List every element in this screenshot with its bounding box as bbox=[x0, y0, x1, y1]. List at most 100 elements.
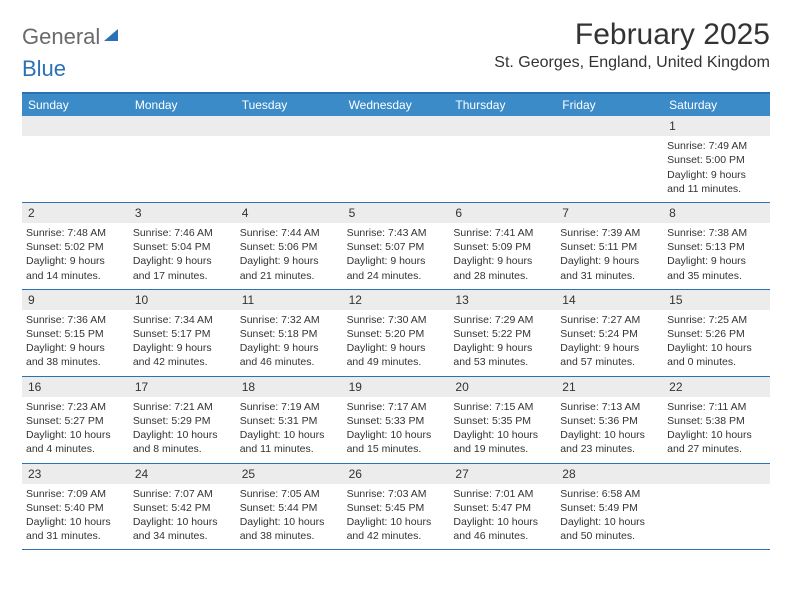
daylight1-text: Daylight: 9 hours bbox=[133, 254, 232, 268]
daylight2-text: and 38 minutes. bbox=[240, 529, 339, 543]
day-cell bbox=[556, 116, 663, 202]
daylight1-text: Daylight: 10 hours bbox=[133, 515, 232, 529]
sunset-text: Sunset: 5:38 PM bbox=[667, 414, 766, 428]
dayhead-sat: Saturday bbox=[663, 94, 770, 116]
sunset-text: Sunset: 5:09 PM bbox=[453, 240, 552, 254]
day-number: 8 bbox=[663, 203, 770, 223]
day-number bbox=[343, 116, 450, 136]
sunrise-text: Sunrise: 7:09 AM bbox=[26, 487, 125, 501]
daylight2-text: and 50 minutes. bbox=[560, 529, 659, 543]
day-cell: 20Sunrise: 7:15 AMSunset: 5:35 PMDayligh… bbox=[449, 377, 556, 463]
sunrise-text: Sunrise: 7:39 AM bbox=[560, 226, 659, 240]
daylight2-text: and 38 minutes. bbox=[26, 355, 125, 369]
day-number: 28 bbox=[556, 464, 663, 484]
daylight1-text: Daylight: 10 hours bbox=[667, 341, 766, 355]
day-cell bbox=[343, 116, 450, 202]
daylight2-text: and 8 minutes. bbox=[133, 442, 232, 456]
week-row: 9Sunrise: 7:36 AMSunset: 5:15 PMDaylight… bbox=[22, 290, 770, 377]
daylight2-text: and 31 minutes. bbox=[560, 269, 659, 283]
daylight1-text: Daylight: 9 hours bbox=[347, 341, 446, 355]
sunset-text: Sunset: 5:31 PM bbox=[240, 414, 339, 428]
logo-triangle-icon bbox=[104, 29, 118, 41]
day-number: 26 bbox=[343, 464, 450, 484]
day-cell: 25Sunrise: 7:05 AMSunset: 5:44 PMDayligh… bbox=[236, 464, 343, 550]
sunrise-text: Sunrise: 7:07 AM bbox=[133, 487, 232, 501]
sunrise-text: Sunrise: 7:44 AM bbox=[240, 226, 339, 240]
location: St. Georges, England, United Kingdom bbox=[494, 54, 770, 72]
day-cell: 2Sunrise: 7:48 AMSunset: 5:02 PMDaylight… bbox=[22, 203, 129, 289]
sunrise-text: Sunrise: 7:13 AM bbox=[560, 400, 659, 414]
daylight2-text: and 24 minutes. bbox=[347, 269, 446, 283]
day-cell: 21Sunrise: 7:13 AMSunset: 5:36 PMDayligh… bbox=[556, 377, 663, 463]
daylight1-text: Daylight: 10 hours bbox=[453, 515, 552, 529]
dayhead-mon: Monday bbox=[129, 94, 236, 116]
daylight2-text: and 28 minutes. bbox=[453, 269, 552, 283]
daylight1-text: Daylight: 10 hours bbox=[560, 428, 659, 442]
daylight2-text: and 34 minutes. bbox=[133, 529, 232, 543]
day-number: 6 bbox=[449, 203, 556, 223]
day-cell: 9Sunrise: 7:36 AMSunset: 5:15 PMDaylight… bbox=[22, 290, 129, 376]
logo: General bbox=[22, 18, 120, 50]
day-number: 11 bbox=[236, 290, 343, 310]
day-number: 3 bbox=[129, 203, 236, 223]
day-number bbox=[663, 464, 770, 484]
daylight2-text: and 19 minutes. bbox=[453, 442, 552, 456]
day-number: 15 bbox=[663, 290, 770, 310]
day-header-row: Sunday Monday Tuesday Wednesday Thursday… bbox=[22, 94, 770, 116]
day-cell: 22Sunrise: 7:11 AMSunset: 5:38 PMDayligh… bbox=[663, 377, 770, 463]
day-number: 19 bbox=[343, 377, 450, 397]
sunset-text: Sunset: 5:02 PM bbox=[26, 240, 125, 254]
day-number: 5 bbox=[343, 203, 450, 223]
day-cell: 14Sunrise: 7:27 AMSunset: 5:24 PMDayligh… bbox=[556, 290, 663, 376]
sunset-text: Sunset: 5:45 PM bbox=[347, 501, 446, 515]
daylight2-text: and 14 minutes. bbox=[26, 269, 125, 283]
day-cell: 4Sunrise: 7:44 AMSunset: 5:06 PMDaylight… bbox=[236, 203, 343, 289]
sunset-text: Sunset: 5:07 PM bbox=[347, 240, 446, 254]
daylight1-text: Daylight: 10 hours bbox=[240, 515, 339, 529]
daylight2-text: and 57 minutes. bbox=[560, 355, 659, 369]
daylight1-text: Daylight: 10 hours bbox=[453, 428, 552, 442]
daylight2-text: and 46 minutes. bbox=[240, 355, 339, 369]
sunrise-text: Sunrise: 7:15 AM bbox=[453, 400, 552, 414]
daylight2-text: and 0 minutes. bbox=[667, 355, 766, 369]
day-number: 9 bbox=[22, 290, 129, 310]
dayhead-wed: Wednesday bbox=[343, 94, 450, 116]
daylight1-text: Daylight: 9 hours bbox=[347, 254, 446, 268]
sunset-text: Sunset: 5:24 PM bbox=[560, 327, 659, 341]
sunset-text: Sunset: 5:17 PM bbox=[133, 327, 232, 341]
day-cell: 18Sunrise: 7:19 AMSunset: 5:31 PMDayligh… bbox=[236, 377, 343, 463]
day-number: 25 bbox=[236, 464, 343, 484]
day-cell: 12Sunrise: 7:30 AMSunset: 5:20 PMDayligh… bbox=[343, 290, 450, 376]
sunrise-text: Sunrise: 7:19 AM bbox=[240, 400, 339, 414]
daylight1-text: Daylight: 9 hours bbox=[133, 341, 232, 355]
day-cell bbox=[129, 116, 236, 202]
day-cell bbox=[449, 116, 556, 202]
daylight1-text: Daylight: 9 hours bbox=[240, 254, 339, 268]
daylight2-text: and 46 minutes. bbox=[453, 529, 552, 543]
day-number bbox=[22, 116, 129, 136]
daylight1-text: Daylight: 9 hours bbox=[667, 254, 766, 268]
sunset-text: Sunset: 5:26 PM bbox=[667, 327, 766, 341]
daylight2-text: and 21 minutes. bbox=[240, 269, 339, 283]
daylight1-text: Daylight: 9 hours bbox=[26, 254, 125, 268]
daylight1-text: Daylight: 9 hours bbox=[26, 341, 125, 355]
sunset-text: Sunset: 5:33 PM bbox=[347, 414, 446, 428]
day-cell: 24Sunrise: 7:07 AMSunset: 5:42 PMDayligh… bbox=[129, 464, 236, 550]
day-cell bbox=[236, 116, 343, 202]
day-number: 27 bbox=[449, 464, 556, 484]
day-number: 18 bbox=[236, 377, 343, 397]
day-cell bbox=[22, 116, 129, 202]
daylight2-text: and 11 minutes. bbox=[667, 182, 766, 196]
dayhead-tue: Tuesday bbox=[236, 94, 343, 116]
day-number bbox=[556, 116, 663, 136]
day-number: 23 bbox=[22, 464, 129, 484]
sunrise-text: Sunrise: 7:30 AM bbox=[347, 313, 446, 327]
daylight2-text: and 23 minutes. bbox=[560, 442, 659, 456]
title-block: February 2025 St. Georges, England, Unit… bbox=[494, 18, 770, 72]
sunset-text: Sunset: 5:49 PM bbox=[560, 501, 659, 515]
sunrise-text: Sunrise: 7:25 AM bbox=[667, 313, 766, 327]
sunset-text: Sunset: 5:13 PM bbox=[667, 240, 766, 254]
day-cell: 11Sunrise: 7:32 AMSunset: 5:18 PMDayligh… bbox=[236, 290, 343, 376]
day-cell bbox=[663, 464, 770, 550]
sunrise-text: Sunrise: 6:58 AM bbox=[560, 487, 659, 501]
